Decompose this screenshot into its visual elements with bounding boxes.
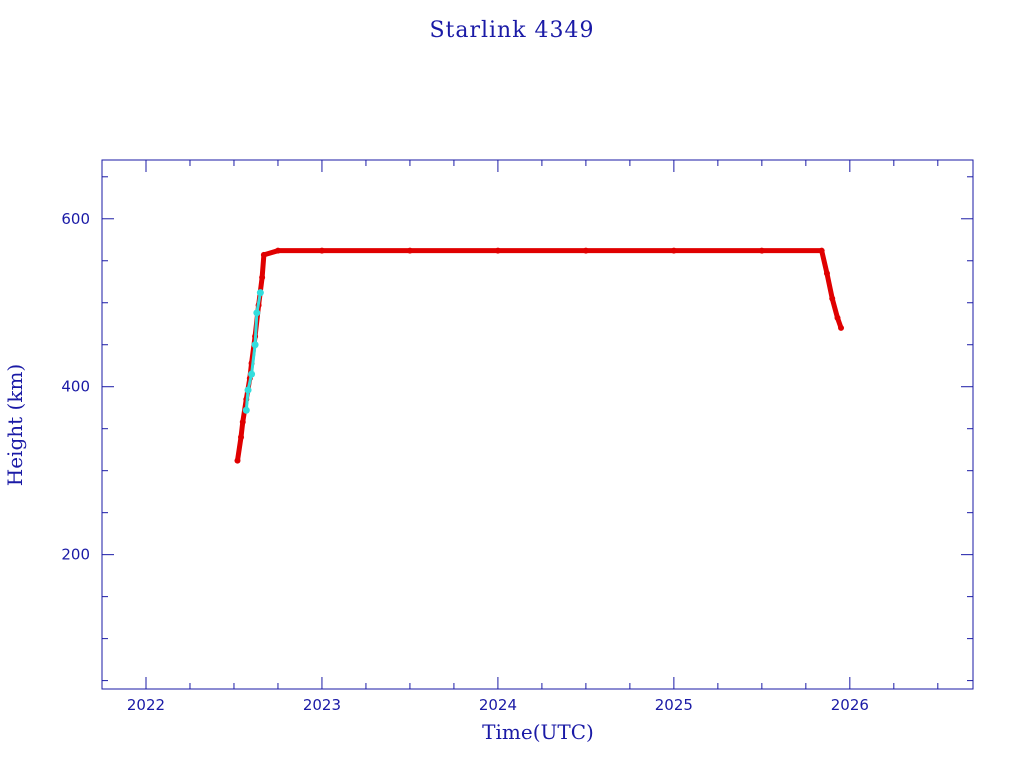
data-point: [238, 434, 245, 441]
data-point: [758, 247, 765, 254]
data-point: [260, 251, 267, 258]
data-point: [253, 309, 261, 317]
x-tick-label: 2025: [655, 696, 693, 714]
y-tick-label: 400: [61, 378, 90, 396]
x-tick-label: 2022: [127, 696, 165, 714]
x-axis-label: Time(UTC): [482, 720, 594, 744]
data-point: [582, 247, 589, 254]
x-tick-label: 2024: [479, 696, 517, 714]
data-series: [234, 247, 845, 464]
major-ticks: [102, 160, 973, 689]
y-axis-label: Height (km): [3, 364, 27, 486]
data-point: [274, 247, 281, 254]
y-tick-labels: 200 400 600: [61, 210, 90, 564]
series-line: [234, 248, 844, 464]
data-point: [829, 295, 836, 302]
data-point: [242, 406, 250, 414]
data-point: [838, 324, 845, 331]
data-series: [242, 289, 264, 414]
data-point: [318, 247, 325, 254]
data-point: [256, 289, 264, 297]
data-point: [244, 386, 252, 394]
data-point: [259, 274, 266, 281]
data-point: [494, 247, 501, 254]
data-point: [670, 247, 677, 254]
x-tick-labels: 2022 2023 2024 2025 2026: [127, 696, 869, 714]
data-point: [239, 418, 246, 425]
data-point: [248, 370, 256, 378]
x-tick-label: 2023: [303, 696, 341, 714]
x-tick-label: 2026: [831, 696, 869, 714]
plot-frame: [101, 159, 974, 690]
y-tick-label: 200: [61, 546, 90, 564]
chart-title: Starlink 4349: [429, 18, 594, 43]
data-point: [251, 341, 259, 349]
series-layer: [234, 247, 845, 464]
data-point: [834, 314, 841, 321]
data-point: [823, 270, 830, 277]
data-point: [818, 247, 825, 254]
data-point: [234, 457, 241, 464]
y-tick-label: 600: [61, 210, 90, 228]
minor-ticks: [101, 160, 973, 689]
data-point: [406, 247, 413, 254]
